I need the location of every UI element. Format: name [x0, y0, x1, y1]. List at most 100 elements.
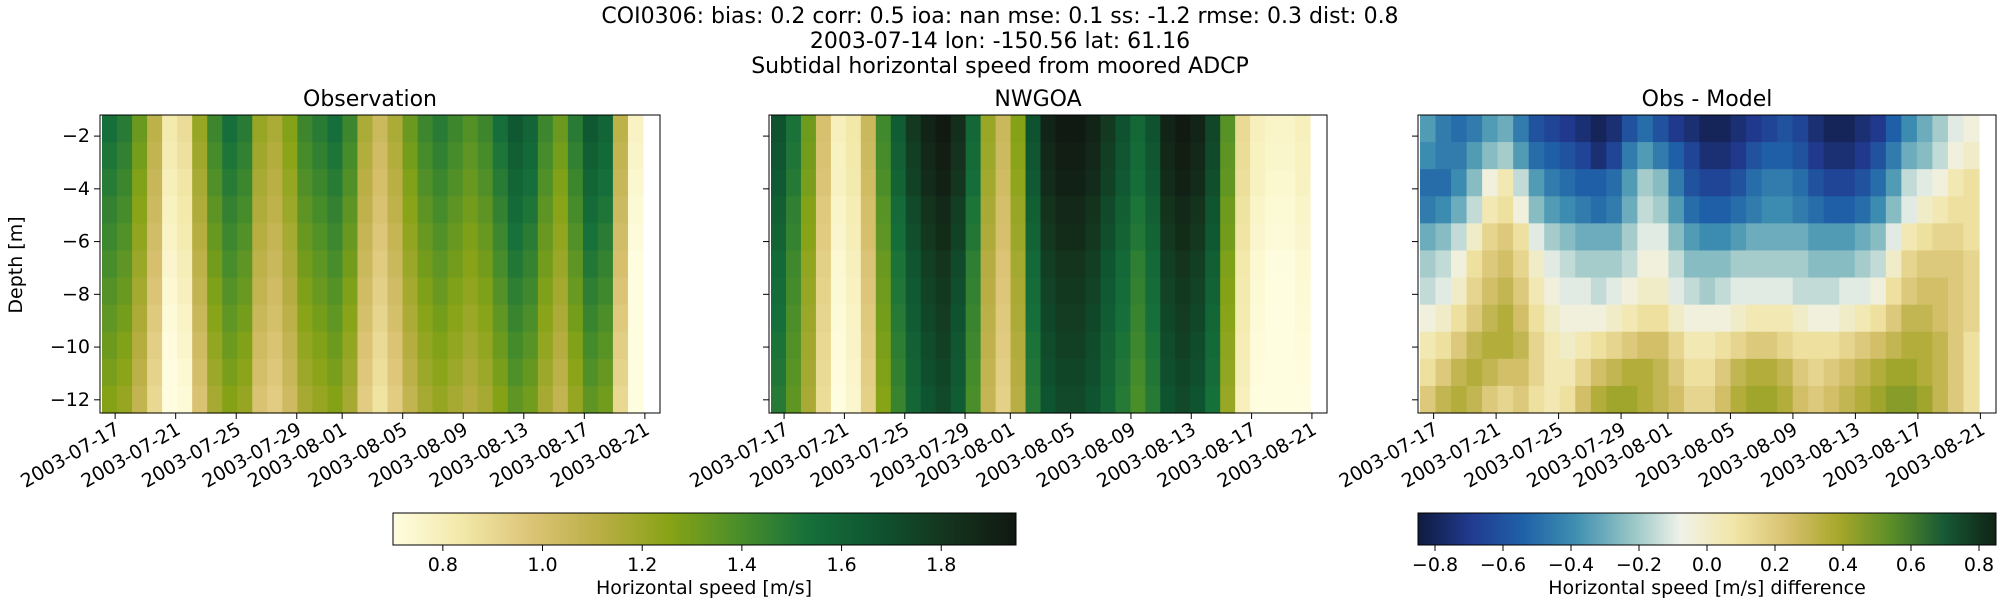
heatmap-cell	[192, 277, 208, 306]
heatmap-cell	[1901, 196, 1918, 224]
heatmap-cell	[1190, 358, 1206, 387]
heatmap-cell	[1497, 115, 1514, 143]
heatmap-cell	[1916, 169, 1934, 197]
heatmap-cell	[462, 250, 479, 279]
heatmap-cell	[312, 277, 329, 306]
heatmap-cell	[1621, 331, 1638, 360]
heatmap-cell	[477, 385, 494, 414]
heatmap-cell	[1265, 223, 1281, 252]
heatmap-cell	[800, 196, 817, 224]
heatmap-cell	[1085, 142, 1101, 170]
heatmap-cell	[1482, 304, 1499, 333]
heatmap-cell	[102, 223, 118, 252]
heatmap-cell	[297, 304, 313, 333]
heatmap-cell	[1115, 115, 1131, 143]
heatmap-cell	[1100, 304, 1116, 333]
heatmap-cell	[1963, 196, 1980, 224]
heatmap-cell	[1792, 385, 1809, 414]
heatmap-cell	[402, 196, 419, 224]
heatmap-cell	[1070, 304, 1087, 333]
heatmap-cell	[860, 385, 877, 414]
heatmap-cell	[1606, 169, 1623, 197]
heatmap-cell	[785, 142, 802, 170]
heatmap-cell	[875, 358, 892, 387]
heatmap-cell	[522, 223, 539, 252]
heatmap-cell	[1451, 115, 1468, 143]
heatmap-cell	[222, 223, 238, 252]
heatmap-cell	[1854, 250, 1871, 279]
heatmap-cell	[552, 142, 569, 170]
heatmap-cell	[1668, 223, 1685, 252]
heatmap-cell	[237, 331, 253, 360]
heatmap-cell	[1901, 331, 1918, 360]
heatmap-cell	[1190, 304, 1206, 333]
heatmap-cell	[117, 196, 133, 224]
heatmap-cell	[567, 115, 584, 143]
heatmap-cell	[447, 196, 464, 224]
heatmap-cell	[1854, 385, 1871, 414]
heatmap-cell	[1699, 142, 1716, 170]
heatmap-cell	[1451, 304, 1468, 333]
heatmap-cell	[1668, 277, 1685, 306]
heatmap-cell	[1085, 250, 1101, 279]
heatmap-cell	[1070, 358, 1087, 387]
heatmap-cell	[402, 331, 419, 360]
heatmap-cell	[1070, 331, 1087, 360]
heatmap-cell	[1606, 115, 1623, 143]
heatmap-cell	[447, 223, 464, 252]
heatmap-cell	[1085, 304, 1101, 333]
heatmap-cell	[1435, 385, 1452, 414]
heatmap-cell	[920, 196, 937, 224]
heatmap-cell	[177, 385, 193, 414]
heatmap-cell	[845, 304, 862, 333]
heatmap-cell	[162, 196, 178, 224]
heatmap-cell	[1280, 142, 1296, 170]
heatmap-cell	[1746, 277, 1763, 306]
heatmap-cell	[1870, 250, 1887, 279]
heatmap-cell	[1621, 358, 1638, 387]
heatmap-cell	[1916, 115, 1934, 143]
heatmap-cell	[905, 358, 922, 387]
heatmap-cell	[312, 169, 329, 197]
heatmap-cell	[1808, 196, 1825, 224]
heatmap-cell	[1870, 115, 1887, 143]
heatmap-cell	[1792, 277, 1809, 306]
heatmap-cell	[890, 250, 907, 279]
heatmap-cell	[222, 277, 238, 306]
colorbar-speed-label: Horizontal speed [m/s]	[596, 577, 812, 599]
heatmap-cell	[1637, 331, 1654, 360]
heatmap-cell	[1777, 115, 1794, 143]
heatmap-cell	[1559, 331, 1576, 360]
heatmap-cell	[1544, 223, 1561, 252]
colorbar-speed: 0.8 1.0 1.2 1.4 1.6 1.8	[392, 512, 1017, 576]
heatmap-cell	[1683, 385, 1701, 414]
heatmap-cell	[1839, 331, 1856, 360]
heatmap-cell	[875, 277, 892, 306]
heatmap-cell	[462, 385, 479, 414]
heatmap-cell	[1761, 277, 1778, 306]
heatmap-cell	[252, 250, 268, 279]
heatmap-cell	[1777, 277, 1794, 306]
heatmap-cell	[1590, 223, 1607, 252]
heatmap-cell	[1932, 385, 1949, 414]
heatmap-cell	[1559, 169, 1576, 197]
heatmap-cell	[1746, 115, 1763, 143]
heatmap-cell	[207, 115, 223, 143]
heatmap-cell	[1145, 142, 1161, 170]
heatmap-cell	[1482, 358, 1499, 387]
heatmap-cell	[1100, 169, 1116, 197]
heatmap-cell	[117, 385, 133, 414]
colorbar-tick-label: 1.2	[627, 554, 657, 576]
heatmap-cell	[1590, 115, 1607, 143]
heatmap-cell	[522, 331, 539, 360]
heatmap-cell	[132, 385, 148, 414]
heatmap-cell	[162, 223, 178, 252]
heatmap-cell	[1280, 250, 1296, 279]
heatmap-cell	[1435, 196, 1452, 224]
heatmap-cell	[1963, 142, 1980, 170]
heatmap-cell	[507, 331, 524, 360]
heatmap-cell	[1220, 304, 1236, 333]
heatmap-cell	[222, 196, 238, 224]
heatmap-cell	[612, 169, 629, 197]
heatmap-cell	[1683, 277, 1701, 306]
